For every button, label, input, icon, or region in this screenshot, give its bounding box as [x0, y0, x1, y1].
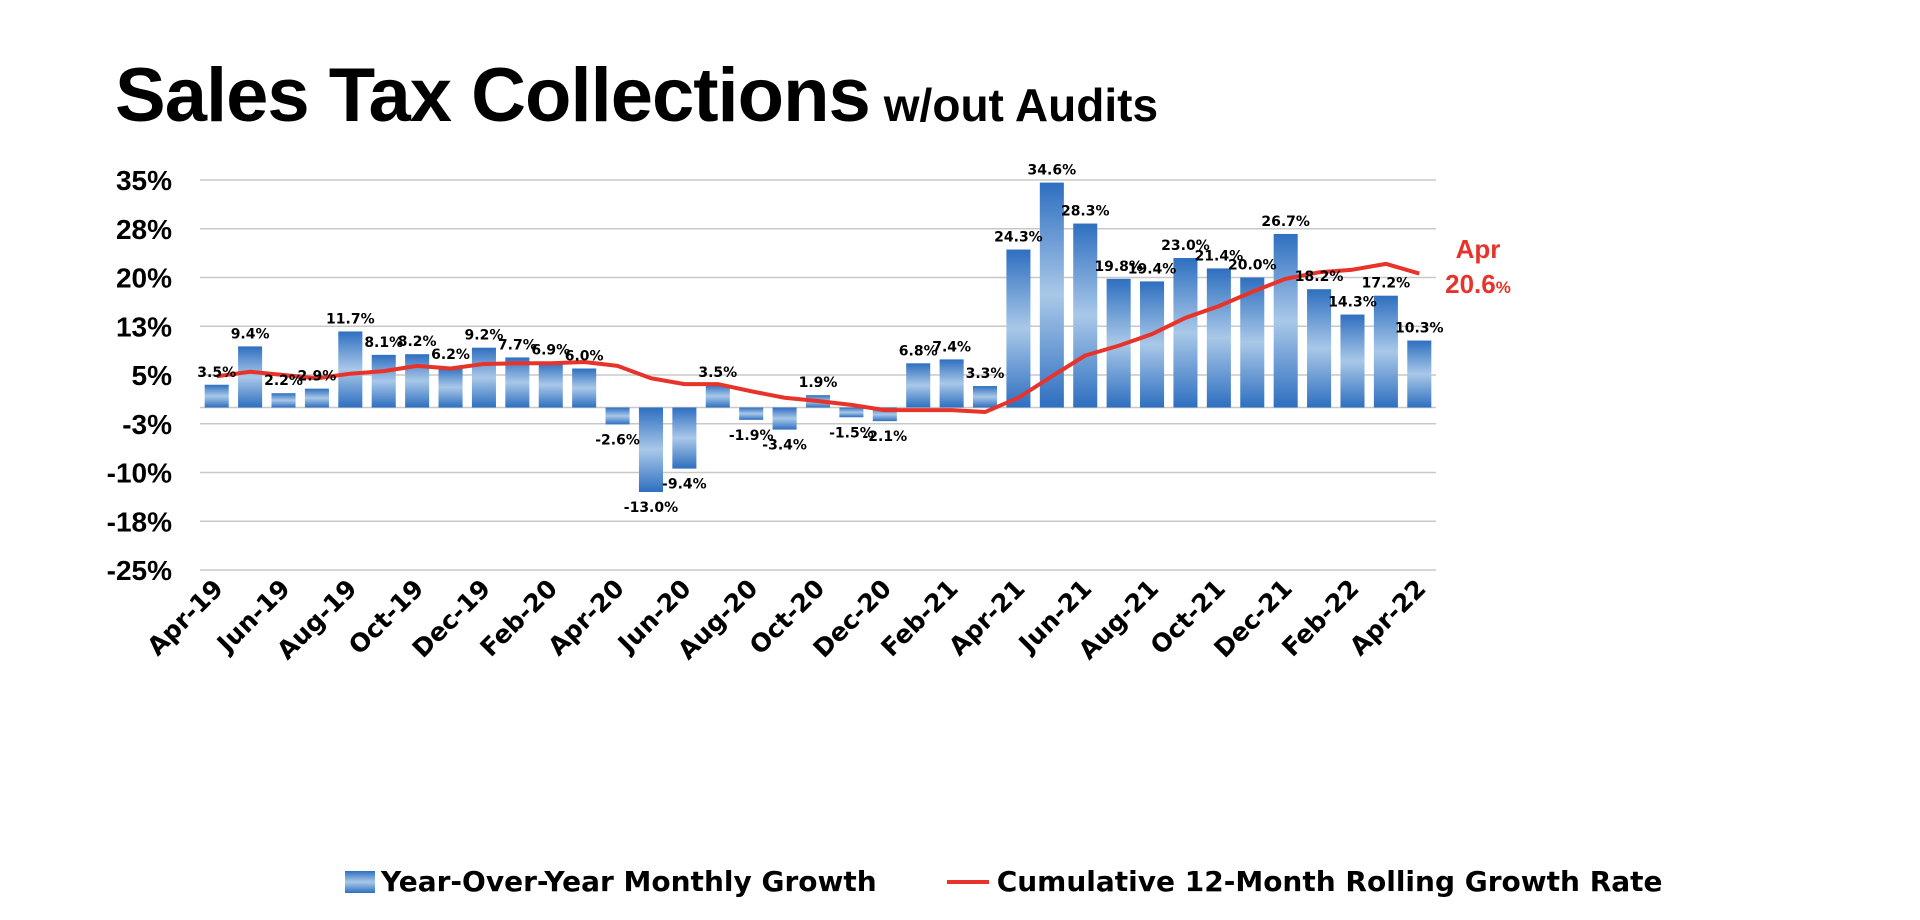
y-tick-label: 20%: [116, 263, 172, 294]
data-label: 10.3%: [1395, 321, 1444, 337]
legend-bar-label: Year-Over-Year Monthly Growth: [381, 865, 877, 898]
data-label: 26.7%: [1261, 214, 1310, 230]
y-tick-label: -3%: [122, 409, 172, 440]
bar: [238, 346, 263, 408]
bar: [304, 388, 329, 408]
data-label: -1.5%: [829, 425, 874, 441]
y-tick-label: -18%: [107, 506, 172, 537]
bar: [739, 407, 764, 420]
bar: [1006, 249, 1031, 408]
data-label: -1.9%: [729, 428, 774, 444]
bar: [839, 407, 864, 418]
bar: [973, 386, 998, 408]
title-main: Sales Tax Collections: [115, 53, 871, 138]
bar: [772, 407, 797, 430]
data-label: 6.0%: [565, 349, 604, 365]
data-label: 3.5%: [197, 365, 236, 381]
legend-bar-swatch: [345, 870, 375, 893]
y-tick-label: -10%: [107, 458, 172, 489]
data-label: 19.4%: [1128, 261, 1177, 277]
data-label: 23.0%: [1161, 238, 1210, 254]
data-label: 8.2%: [398, 334, 437, 350]
data-label: 2.2%: [264, 373, 303, 389]
data-label: -2.6%: [595, 432, 640, 448]
bar: [1307, 289, 1332, 408]
bar: [638, 407, 663, 492]
bar: [1140, 281, 1165, 408]
data-label: 6.2%: [431, 347, 470, 363]
y-tick-label: 5%: [132, 360, 173, 391]
data-label: 21.4%: [1195, 248, 1244, 264]
legend-line-label: Cumulative 12-Month Rolling Growth Rate: [996, 865, 1663, 898]
data-label: -3.4%: [762, 438, 807, 454]
bar: [906, 363, 931, 408]
bar: [1273, 233, 1298, 408]
data-label: 3.5%: [698, 365, 737, 381]
data-label: 6.8%: [899, 343, 938, 359]
x-tick-label: Apr-19: [141, 574, 229, 662]
bar: [371, 354, 396, 408]
bar: [405, 354, 430, 408]
annotation-value: 20.6%: [1445, 269, 1511, 299]
y-tick-label: 13%: [116, 311, 172, 342]
bar: [605, 407, 630, 425]
data-label: 2.9%: [298, 369, 337, 385]
data-label: 28.3%: [1061, 204, 1110, 220]
annotation-unit: %: [1496, 278, 1511, 297]
data-label: 11.7%: [326, 311, 375, 327]
data-label: 3.3%: [966, 366, 1005, 382]
title-subtitle: w/out Audits: [883, 79, 1159, 131]
legend: Year-Over-Year Monthly Growth Cumulative…: [345, 865, 1663, 898]
data-label: 20.0%: [1228, 258, 1277, 274]
data-label: 8.1%: [364, 335, 403, 351]
bar: [705, 384, 730, 408]
data-label: 9.2%: [465, 328, 504, 344]
data-label: 9.4%: [231, 326, 270, 342]
chart-title: Sales Tax Collections w/out Audits: [115, 52, 1158, 139]
rolling-growth-line: [216, 261, 1420, 415]
data-label: 19.8%: [1094, 259, 1143, 275]
bar: [1173, 258, 1198, 408]
bar: [471, 347, 496, 408]
data-label: 6.9%: [531, 343, 570, 359]
bar: [204, 384, 229, 408]
bar: [271, 393, 296, 408]
data-label: 18.2%: [1295, 269, 1344, 285]
bar: [572, 368, 597, 408]
y-tick-label: 35%: [116, 165, 172, 196]
data-label: -13.0%: [624, 500, 678, 516]
bar: [1373, 295, 1398, 408]
data-label: -2.1%: [862, 429, 907, 445]
annotation-month: Apr: [1456, 234, 1501, 264]
data-label: 34.6%: [1028, 163, 1077, 179]
bar: [538, 362, 563, 408]
legend-line-swatch: [946, 879, 989, 884]
bar: [338, 331, 363, 408]
data-label: 24.3%: [994, 230, 1043, 246]
bar: [1073, 223, 1098, 408]
annotation-number: 20.6: [1445, 269, 1496, 299]
data-label: 14.3%: [1328, 295, 1377, 311]
data-label: 17.2%: [1362, 276, 1411, 292]
data-label: 7.7%: [498, 337, 537, 353]
bar: [1407, 340, 1432, 408]
data-label: 1.9%: [799, 375, 838, 391]
bar: [1340, 314, 1365, 408]
data-label: -9.4%: [662, 477, 707, 493]
bar: [1206, 268, 1231, 408]
bar: [438, 367, 463, 408]
bar: [505, 357, 530, 408]
bar: [672, 407, 697, 469]
bar: [1240, 277, 1265, 408]
bar: [939, 359, 964, 408]
y-tick-label: 28%: [116, 214, 172, 245]
data-label: 7.4%: [932, 339, 971, 355]
y-tick-label: -25%: [107, 555, 172, 586]
